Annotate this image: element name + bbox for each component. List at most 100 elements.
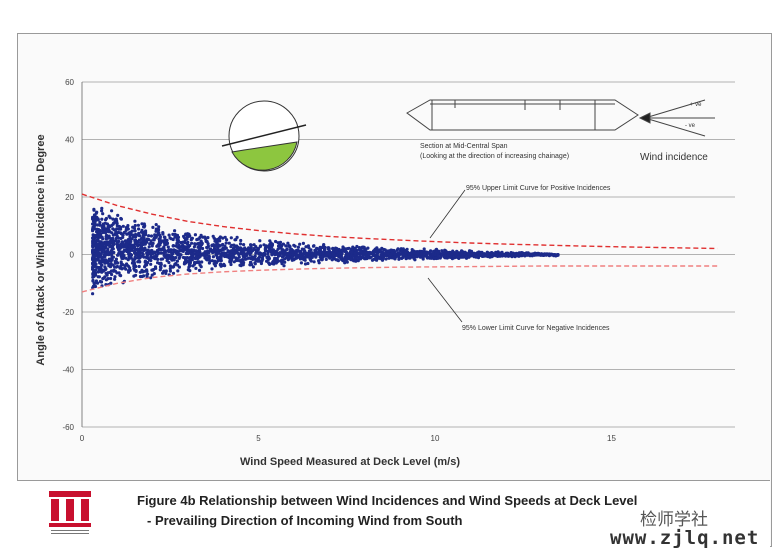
data-point	[285, 255, 289, 260]
data-point	[350, 250, 354, 254]
data-point	[419, 252, 423, 256]
data-point	[335, 247, 339, 251]
data-point	[169, 257, 173, 261]
data-point	[189, 252, 194, 257]
data-point	[261, 252, 265, 256]
data-point	[353, 251, 357, 256]
data-point	[92, 242, 96, 246]
data-point	[100, 263, 104, 267]
data-point	[154, 253, 159, 257]
data-point	[95, 238, 99, 243]
data-point	[357, 246, 362, 250]
data-point	[109, 253, 114, 257]
data-point	[193, 249, 197, 253]
data-point	[120, 267, 124, 271]
data-point	[210, 267, 214, 271]
data-point	[333, 257, 337, 261]
data-point	[372, 257, 376, 261]
data-point	[113, 275, 117, 279]
data-point	[267, 249, 271, 253]
data-point	[108, 245, 112, 249]
data-point	[121, 224, 125, 228]
data-point	[124, 267, 128, 271]
data-point	[422, 251, 426, 255]
data-point	[197, 237, 201, 241]
data-point	[394, 255, 398, 259]
data-point	[357, 251, 361, 255]
plus-ve-label: + ve	[690, 102, 702, 108]
data-point	[238, 263, 242, 267]
data-point	[101, 212, 105, 216]
data-point	[159, 241, 163, 245]
data-point	[149, 276, 153, 280]
data-point	[274, 239, 278, 244]
data-point	[136, 256, 140, 260]
data-point	[472, 251, 476, 255]
data-point	[553, 253, 557, 257]
data-point	[179, 241, 183, 245]
data-point	[121, 242, 125, 247]
data-point	[386, 252, 390, 256]
data-point	[125, 249, 129, 254]
data-point	[307, 254, 312, 258]
data-point	[278, 251, 283, 255]
data-point	[176, 240, 180, 244]
data-point	[132, 261, 136, 265]
data-point	[188, 264, 192, 268]
data-point	[220, 243, 224, 247]
data-point	[164, 271, 168, 275]
data-point	[516, 252, 520, 256]
data-point	[193, 233, 197, 237]
data-point	[110, 209, 114, 213]
data-point	[455, 250, 459, 254]
data-point	[342, 257, 346, 261]
data-point	[127, 247, 131, 251]
data-point	[147, 249, 151, 253]
data-point	[119, 264, 123, 268]
data-point	[332, 254, 336, 258]
data-point	[441, 251, 446, 255]
data-point	[310, 251, 314, 255]
data-point	[422, 254, 426, 258]
x-tick-label: 0	[80, 434, 85, 443]
data-point	[168, 236, 172, 240]
watermark-url: www.zjlq.net	[610, 527, 760, 549]
data-point	[119, 232, 123, 236]
data-point	[366, 246, 370, 250]
data-point	[232, 255, 236, 259]
data-point	[413, 251, 417, 255]
data-point	[359, 250, 364, 254]
data-point	[501, 253, 506, 257]
data-point	[523, 254, 527, 258]
y-tick-label: 40	[65, 136, 74, 145]
data-point	[280, 244, 284, 248]
data-point	[296, 245, 300, 249]
data-point	[109, 241, 113, 245]
data-point	[338, 251, 342, 255]
data-point	[278, 240, 283, 244]
data-point	[118, 273, 122, 277]
data-point	[154, 223, 158, 227]
data-point	[193, 260, 197, 265]
data-point	[133, 255, 137, 260]
data-point	[425, 250, 429, 254]
data-point	[397, 254, 401, 258]
data-point	[136, 260, 140, 264]
data-point	[153, 234, 157, 239]
data-point	[92, 207, 96, 211]
data-point	[405, 247, 409, 251]
data-point	[106, 277, 110, 281]
data-point	[222, 247, 226, 251]
data-point	[556, 253, 560, 257]
data-point	[259, 252, 263, 256]
data-point	[239, 252, 243, 256]
data-point	[121, 256, 125, 260]
data-point	[424, 253, 428, 257]
data-point	[162, 253, 166, 257]
x-tick-label: 15	[607, 434, 616, 443]
data-point	[124, 245, 128, 249]
data-point	[266, 252, 270, 256]
data-point	[323, 245, 327, 249]
data-point	[249, 243, 253, 247]
data-point	[161, 232, 165, 236]
